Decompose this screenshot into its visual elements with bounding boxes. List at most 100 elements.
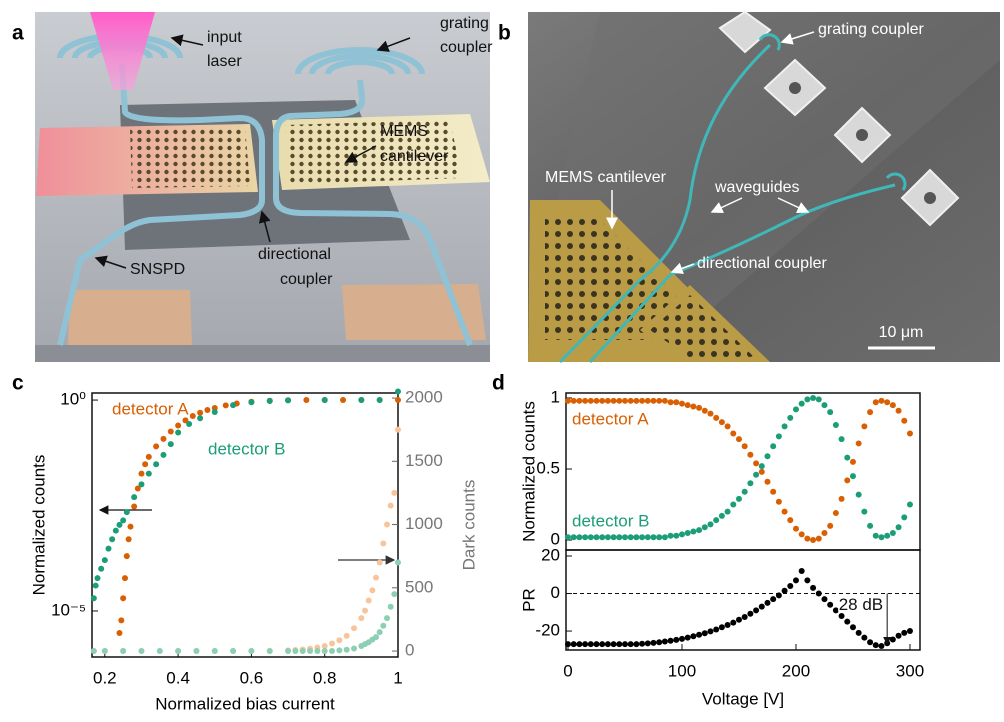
y-axis-label: Normalized counts	[29, 455, 48, 596]
data-point	[753, 460, 760, 467]
arrow	[777, 197, 810, 213]
data-point	[616, 397, 623, 404]
data-point	[105, 545, 112, 552]
data-point	[197, 409, 204, 416]
data-point	[701, 407, 708, 414]
data-point	[741, 488, 748, 495]
data-point	[175, 648, 182, 655]
data-point	[292, 648, 299, 655]
data-point	[610, 641, 617, 648]
data-point	[167, 428, 174, 435]
data-point	[696, 527, 703, 534]
data-point	[376, 629, 383, 636]
data-point	[343, 632, 350, 639]
data-point	[775, 592, 782, 599]
label: cantilever	[380, 148, 449, 165]
data-point	[758, 468, 765, 475]
data-point	[307, 648, 314, 655]
data-point	[599, 534, 606, 541]
data-point	[884, 532, 891, 539]
data-point	[376, 559, 383, 566]
data-point	[373, 634, 380, 641]
data-point	[299, 648, 306, 655]
data-point	[770, 488, 777, 495]
data-point	[593, 397, 600, 404]
y2-tick-label: 2000	[405, 388, 443, 407]
data-point	[564, 397, 571, 404]
data-point	[98, 565, 105, 572]
data-point	[724, 508, 731, 515]
data-point	[395, 397, 401, 404]
arrow	[376, 37, 411, 52]
y2-axis-label: Dark counts	[459, 480, 478, 571]
data-point	[343, 646, 350, 653]
plot-frame	[91, 392, 399, 658]
data-point	[621, 397, 628, 404]
data-point	[827, 601, 834, 608]
arrow	[344, 145, 377, 163]
data-point	[815, 590, 822, 597]
data-point	[285, 648, 292, 655]
data-point	[153, 443, 160, 450]
y-axis-label: Normalized counts	[519, 401, 538, 542]
data-point	[889, 402, 896, 409]
data-point	[248, 648, 255, 655]
data-point	[321, 648, 328, 655]
data-point	[570, 641, 577, 648]
panel-label: c	[12, 372, 24, 395]
data-point	[564, 534, 571, 541]
data-point	[211, 648, 218, 655]
data-point	[884, 399, 891, 406]
data-point	[667, 637, 674, 644]
data-point	[758, 603, 765, 610]
y-tick-label: 1	[551, 387, 560, 406]
data-point	[735, 616, 742, 623]
y-axis-label: PR	[519, 588, 538, 612]
arrow	[258, 210, 271, 243]
y2-tick-label: 0	[405, 641, 414, 660]
data-point	[230, 648, 237, 655]
data-point	[384, 615, 391, 622]
data-point	[604, 534, 611, 541]
label: MEMS	[380, 123, 428, 140]
data-point	[690, 528, 697, 535]
data-point	[878, 643, 885, 650]
data-point	[362, 607, 369, 614]
data-point	[787, 517, 794, 524]
data-point	[627, 397, 634, 404]
data-point	[120, 648, 127, 655]
annotation-label: 28 dB	[839, 595, 883, 614]
label: waveguides	[714, 179, 800, 196]
data-point	[764, 478, 771, 485]
data-point	[369, 587, 376, 594]
data-point	[266, 397, 273, 404]
arrow	[710, 197, 743, 213]
data-point	[391, 591, 398, 598]
data-point	[125, 536, 132, 543]
label: directional	[258, 246, 331, 263]
data-point	[336, 637, 343, 644]
data-point	[844, 454, 851, 461]
data-point	[340, 397, 347, 404]
data-point	[678, 400, 685, 407]
data-point	[131, 494, 138, 501]
data-point	[248, 399, 255, 406]
series-label: detector A	[572, 409, 649, 428]
data-point	[798, 531, 805, 538]
data-point	[872, 642, 879, 649]
data-point	[112, 527, 119, 534]
data-point	[138, 481, 145, 488]
data-point	[867, 409, 874, 416]
data-point	[764, 453, 771, 460]
data-point	[889, 529, 896, 536]
label: coupler	[280, 271, 333, 288]
series-label: detector B	[208, 439, 286, 458]
data-point	[329, 648, 336, 655]
data-point	[644, 534, 651, 541]
x-tick-label: 1	[393, 668, 402, 687]
data-point	[832, 607, 839, 614]
data-point	[376, 397, 383, 404]
data-point	[872, 532, 879, 539]
data-point	[616, 534, 623, 541]
